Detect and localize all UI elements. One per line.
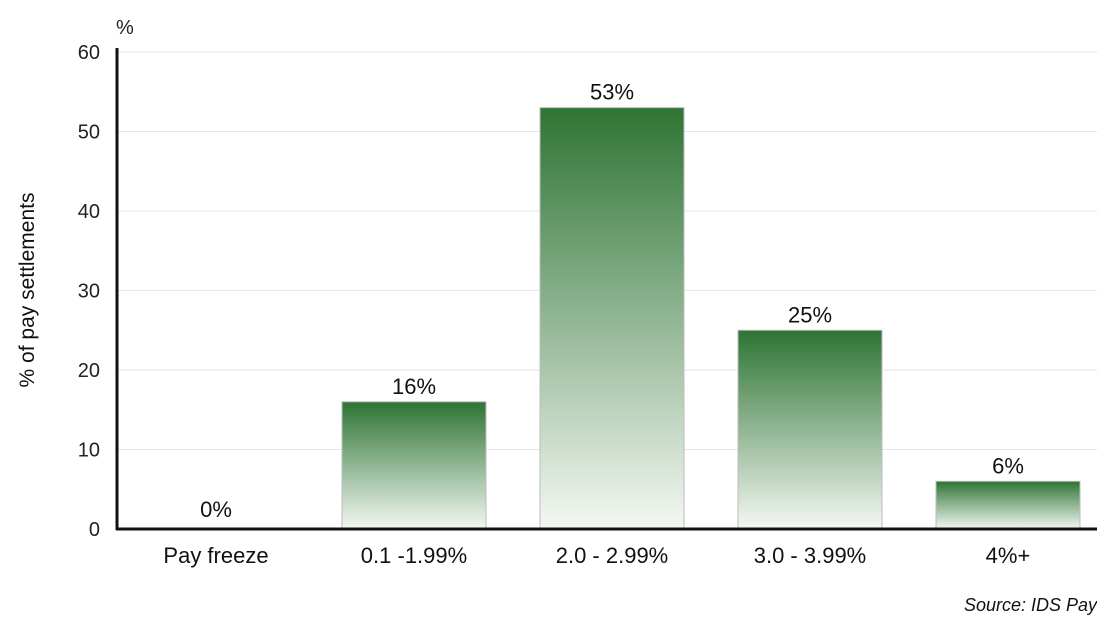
bar [539,107,685,530]
y-tick-label: 60 [78,42,100,64]
data-label: 53% [590,80,634,105]
y-axis-title: % of pay settlements [16,193,39,388]
x-axis-categories: Pay freeze 0.1 -1.99% 2.0 - 2.99% 3.0 - 3.9… [163,543,1030,568]
bar [935,480,1081,530]
y-tick-label: 20 [78,360,100,382]
data-label: 16% [392,374,436,399]
x-category-label: 4%+ [986,543,1031,568]
y-tick-label: 0 [89,519,100,541]
data-labels: 0% 16% 53% 25% 6% [200,80,1024,522]
y-tick-label: 30 [78,281,100,303]
x-category-label: 3.0 - 3.99% [754,543,867,568]
data-label: 0% [200,497,232,522]
y-tick-label: 50 [78,122,100,144]
y-tick-label: 10 [78,440,100,462]
y-axis-unit: % [116,17,134,39]
bars [341,107,1081,530]
x-category-label: Pay freeze [163,543,268,568]
bar [341,401,487,530]
x-category-label: 0.1 -1.99% [361,543,467,568]
x-category-label: 2.0 - 2.99% [556,543,669,568]
y-axis-ticks: 0 10 20 30 40 50 60 [78,42,100,541]
source-note: Source: IDS Pay [964,595,1097,615]
data-label: 25% [788,302,832,327]
y-tick-label: 40 [78,201,100,223]
data-label: 6% [992,453,1024,478]
bar [737,329,883,530]
